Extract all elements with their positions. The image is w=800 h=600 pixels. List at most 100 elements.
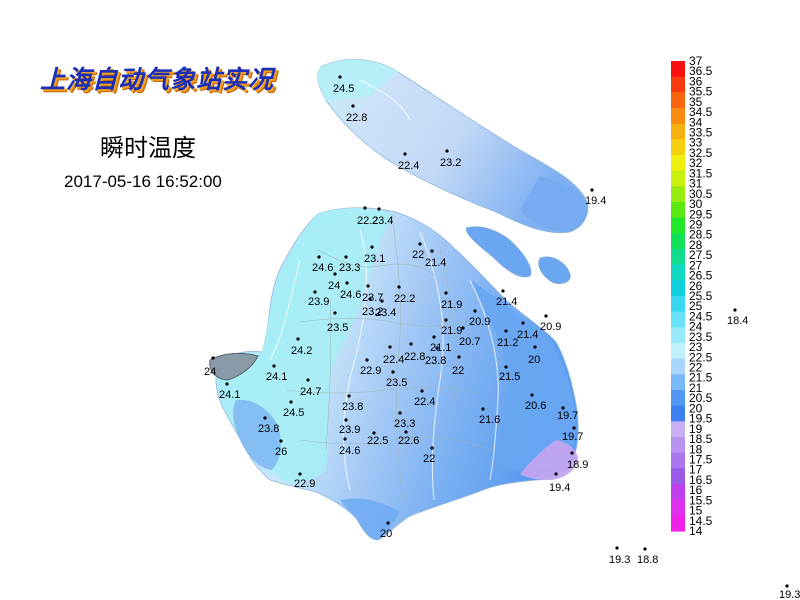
- station[interactable]: 24.6: [312, 255, 333, 274]
- island-blue-zone: [520, 176, 589, 232]
- station[interactable]: 19.7: [557, 406, 578, 422]
- station[interactable]: 21.4: [425, 249, 446, 269]
- station-value: 22.4: [414, 396, 435, 408]
- station[interactable]: 22: [423, 446, 435, 465]
- station[interactable]: 20.7: [459, 326, 480, 348]
- hengsha-island: [538, 256, 571, 284]
- station[interactable]: 24: [204, 356, 216, 378]
- station[interactable]: 22.8: [346, 104, 367, 124]
- station-value: 18.9: [567, 459, 588, 471]
- station[interactable]: 22.6: [398, 430, 419, 447]
- station[interactable]: 18.9: [567, 451, 588, 471]
- station[interactable]: 22.2: [394, 285, 415, 305]
- station[interactable]: 23.1: [364, 245, 385, 265]
- station[interactable]: 23.4: [372, 207, 393, 227]
- station[interactable]: 24.6: [339, 437, 360, 457]
- station-value: 23.5: [327, 322, 348, 334]
- station[interactable]: 22.4: [383, 345, 404, 366]
- station[interactable]: 20.9: [469, 309, 490, 328]
- station[interactable]: 22.9: [360, 358, 381, 377]
- station[interactable]: 22.5: [367, 431, 388, 447]
- station[interactable]: 19.3: [779, 584, 800, 600]
- station-dot: [554, 472, 558, 476]
- station-value: 23.2: [362, 306, 383, 318]
- station-dot: [572, 426, 576, 430]
- station[interactable]: 22: [452, 355, 464, 377]
- station-dot: [386, 521, 390, 525]
- legend-tick-label: 19.5: [689, 412, 713, 426]
- station[interactable]: 23.8: [258, 416, 279, 435]
- station-value: 22.5: [367, 435, 388, 447]
- station[interactable]: 22.8: [404, 342, 425, 363]
- station[interactable]: 24.6: [340, 281, 361, 301]
- station[interactable]: 22.2: [357, 206, 378, 227]
- station[interactable]: 19.7: [562, 426, 583, 443]
- station[interactable]: 22.4: [398, 152, 419, 172]
- station[interactable]: 23.4: [375, 299, 396, 319]
- station[interactable]: 20: [528, 345, 540, 366]
- station[interactable]: 24.5: [333, 75, 354, 95]
- station[interactable]: 21.9: [441, 291, 462, 311]
- station[interactable]: 23.2: [440, 149, 461, 169]
- station[interactable]: 21.6: [479, 407, 500, 426]
- station[interactable]: 23.8: [425, 346, 446, 367]
- legend-tick-label: 16.5: [689, 473, 713, 487]
- legend-tick-label: 16: [689, 483, 703, 497]
- east-blue-zone: [470, 280, 576, 470]
- station-value: 23.3: [339, 262, 360, 274]
- station-value: 21.4: [517, 329, 538, 341]
- station[interactable]: 23.5: [386, 370, 407, 389]
- station[interactable]: 24.1: [219, 382, 240, 401]
- station[interactable]: 23.3: [339, 255, 360, 274]
- station[interactable]: 19.4: [585, 188, 606, 207]
- station[interactable]: 23.9: [308, 290, 329, 308]
- legend-tick-label: 36.5: [689, 64, 713, 78]
- station[interactable]: 19.4: [549, 472, 570, 494]
- station[interactable]: 26: [275, 439, 287, 458]
- station[interactable]: 22.4: [414, 389, 435, 408]
- station[interactable]: 23.3: [394, 411, 415, 430]
- legend-color-band: [671, 405, 685, 422]
- station-value: 24: [204, 366, 216, 378]
- station[interactable]: 18.8: [637, 547, 658, 566]
- station[interactable]: 21.1: [430, 335, 451, 354]
- station[interactable]: 24.7: [300, 378, 321, 398]
- station-value: 24.2: [291, 345, 312, 357]
- station-dot: [643, 547, 647, 551]
- station[interactable]: 23.5: [327, 311, 348, 334]
- station[interactable]: 21.4: [517, 321, 538, 341]
- station[interactable]: 18.4: [727, 308, 748, 327]
- station[interactable]: 24.1: [266, 364, 287, 383]
- legend-tick-label: 18.5: [689, 432, 713, 446]
- station[interactable]: 24.2: [291, 337, 312, 357]
- station-dot: [363, 206, 367, 210]
- legend-tick-label: 35: [689, 95, 703, 109]
- station[interactable]: 24.5: [283, 400, 304, 419]
- station[interactable]: 19.3: [609, 546, 630, 566]
- station[interactable]: 20: [380, 521, 392, 540]
- station[interactable]: 21.4: [496, 289, 517, 308]
- station-value: 20.9: [540, 321, 561, 333]
- station[interactable]: 21.2: [497, 329, 518, 349]
- map-title: 上海自动气象站实况: [40, 65, 275, 94]
- legend-tick-label: 17: [689, 463, 703, 477]
- station-value: 20: [380, 528, 392, 540]
- station[interactable]: 24: [328, 272, 340, 292]
- station[interactable]: 21.9: [441, 318, 462, 337]
- station[interactable]: 22.9: [294, 472, 315, 490]
- station[interactable]: 23.2: [362, 297, 383, 318]
- legend-tick-label: 22.5: [689, 350, 713, 364]
- legend-tick-label: 25.5: [689, 289, 713, 303]
- station[interactable]: 23.8: [342, 394, 363, 413]
- station[interactable]: 20.9: [540, 314, 561, 333]
- station[interactable]: 22: [412, 242, 424, 261]
- station[interactable]: 21.5: [499, 365, 520, 383]
- station[interactable]: 20.6: [525, 393, 546, 412]
- station-dot: [785, 584, 789, 588]
- station[interactable]: 23.9: [339, 418, 360, 436]
- station-dot: [403, 152, 407, 156]
- station-dot: [570, 451, 574, 455]
- station-dot: [388, 345, 392, 349]
- station[interactable]: 23.7: [362, 284, 383, 304]
- station-dot: [333, 272, 337, 276]
